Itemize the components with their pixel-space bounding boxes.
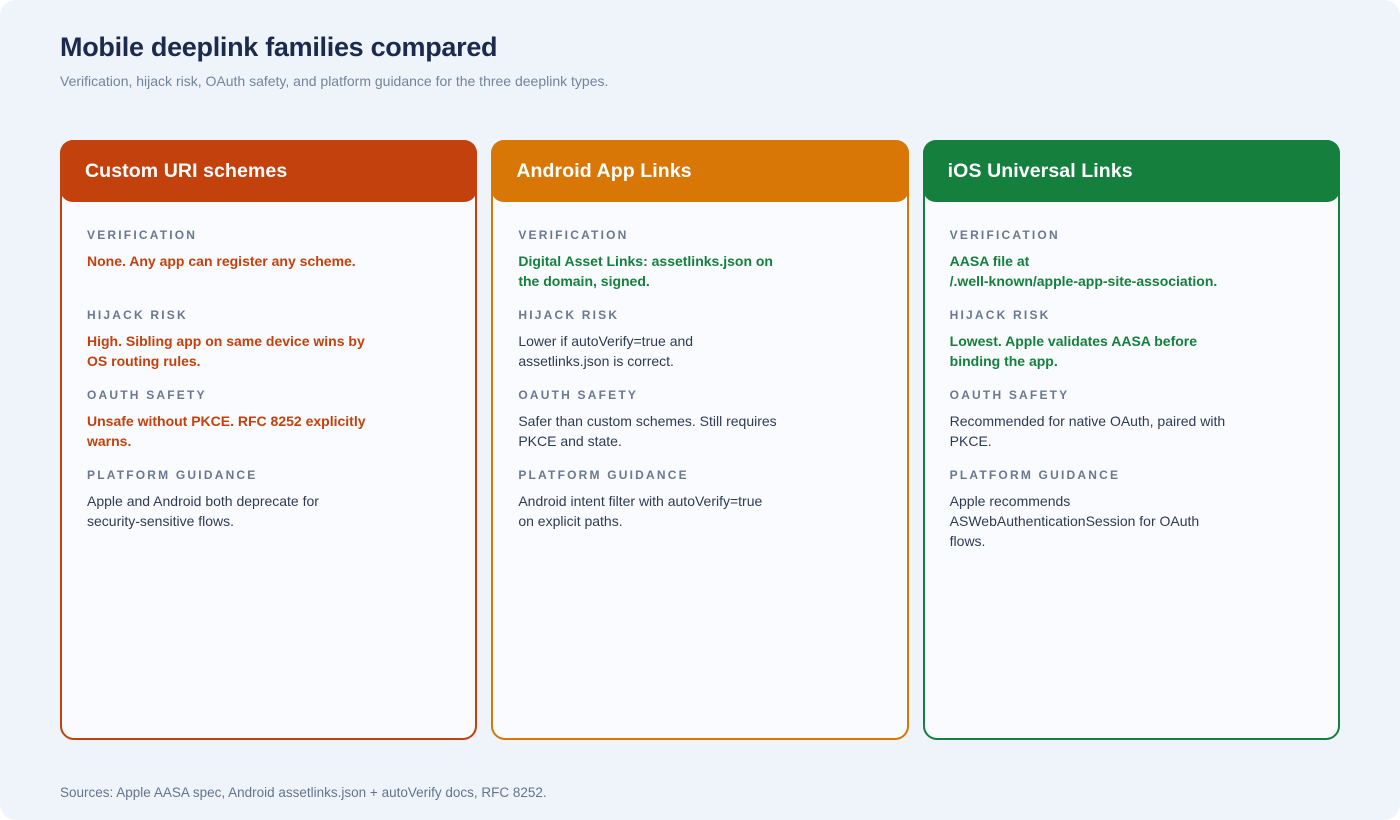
section-platform-guidance: PLATFORM GUIDANCE Apple recommends ASWeb…	[950, 468, 1313, 551]
card-header-ios-universal-links: iOS Universal Links	[922, 140, 1340, 202]
oauth-safety-value: Unsafe without PKCE. RFC 8252 explicitly…	[87, 413, 366, 449]
sources-note: Sources: Apple AASA spec, Android assetl…	[60, 785, 547, 800]
oauth-safety-value: Safer than custom schemes. Still require…	[518, 413, 777, 449]
card-ios-universal-links: iOS Universal Links VERIFICATION AASA fi…	[922, 140, 1340, 740]
platform-guidance-value: Apple recommends ASWebAuthenticationSess…	[949, 493, 1200, 549]
page-subtitle: Verification, hijack risk, OAuth safety,…	[60, 73, 609, 89]
oauth-safety-label: OAUTH SAFETY	[87, 388, 207, 402]
section-verification: VERIFICATION None. Any app can register …	[87, 228, 450, 308]
verification-value: AASA file at /.well-known/apple-app-site…	[949, 253, 1218, 289]
oauth-safety-label: OAUTH SAFETY	[518, 388, 639, 402]
card-header-custom-uri: Custom URI schemes	[60, 140, 478, 202]
card-body-ios-universal-links: VERIFICATION AASA file at /.well-known/a…	[925, 202, 1338, 551]
section-hijack-risk: HIJACK RISK High. Sibling app on same de…	[87, 308, 450, 388]
verification-value: Digital Asset Links: assetlinks.json on …	[518, 253, 773, 289]
hijack-risk-value: High. Sibling app on same device wins by…	[87, 333, 365, 369]
hijack-risk-value: Lower if autoVerify=true and assetlinks.…	[518, 333, 694, 369]
card-header-android-app-links: Android App Links	[491, 140, 909, 202]
card-title-android-app-links: Android App Links	[516, 159, 692, 182]
section-platform-guidance: PLATFORM GUIDANCE Apple and Android both…	[87, 468, 450, 548]
section-oauth-safety: OAUTH SAFETY Unsafe without PKCE. RFC 82…	[87, 388, 450, 468]
oauth-safety-label: OAUTH SAFETY	[949, 388, 1070, 402]
hijack-risk-label: HIJACK RISK	[949, 308, 1051, 322]
section-oauth-safety: OAUTH SAFETY Recommended for native OAut…	[950, 388, 1313, 468]
verification-label: VERIFICATION	[518, 228, 629, 242]
section-verification: VERIFICATION Digital Asset Links: assetl…	[518, 228, 881, 308]
hijack-risk-label: HIJACK RISK	[87, 308, 188, 322]
hijack-risk-value: Lowest. Apple validates AASA before bind…	[949, 333, 1198, 369]
platform-guidance-label: PLATFORM GUIDANCE	[518, 468, 689, 482]
platform-guidance-value: Android intent filter with autoVerify=tr…	[518, 493, 763, 529]
card-body-android-app-links: VERIFICATION Digital Asset Links: assetl…	[493, 202, 906, 548]
verification-value: None. Any app can register any scheme.	[87, 253, 356, 269]
section-hijack-risk: HIJACK RISK Lowest. Apple validates AASA…	[950, 308, 1313, 388]
card-title-custom-uri: Custom URI schemes	[85, 159, 288, 182]
cards-row: Custom URI schemes VERIFICATION None. An…	[60, 140, 1340, 740]
platform-guidance-label: PLATFORM GUIDANCE	[949, 468, 1121, 482]
page-title: Mobile deeplink families compared	[60, 32, 498, 62]
oauth-safety-value: Recommended for native OAuth, paired wit…	[949, 413, 1226, 449]
card-title-ios-universal-links: iOS Universal Links	[947, 159, 1133, 182]
card-android-app-links: Android App Links VERIFICATION Digital A…	[491, 140, 909, 740]
platform-guidance-value: Apple and Android both deprecate for sec…	[87, 493, 319, 529]
verification-label: VERIFICATION	[949, 228, 1060, 242]
card-body-custom-uri: VERIFICATION None. Any app can register …	[62, 202, 475, 548]
hijack-risk-label: HIJACK RISK	[518, 308, 620, 322]
section-platform-guidance: PLATFORM GUIDANCE Android intent filter …	[518, 468, 881, 548]
section-hijack-risk: HIJACK RISK Lower if autoVerify=true and…	[518, 308, 881, 388]
verification-label: VERIFICATION	[87, 228, 198, 242]
section-oauth-safety: OAUTH SAFETY Safer than custom schemes. …	[518, 388, 881, 468]
platform-guidance-label: PLATFORM GUIDANCE	[87, 468, 258, 482]
card-custom-uri-schemes: Custom URI schemes VERIFICATION None. An…	[60, 140, 478, 740]
section-verification: VERIFICATION AASA file at /.well-known/a…	[950, 228, 1313, 308]
